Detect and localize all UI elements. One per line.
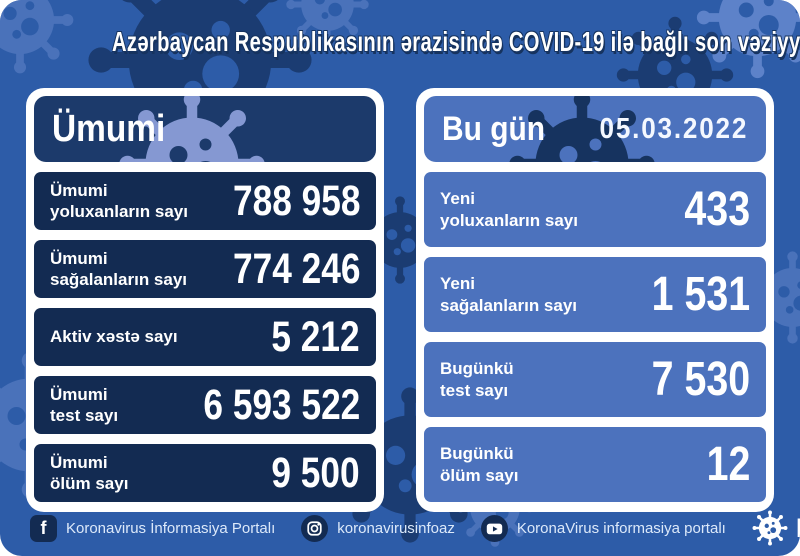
table-row-total-tests: Ümumi test sayı 6 593 522 (34, 376, 376, 434)
instagram-icon (301, 514, 329, 542)
row-label-line2: yoluxanların sayı (440, 210, 578, 230)
row-label-line2: test sayı (50, 406, 119, 425)
row-label-line2: ölüm sayı (440, 465, 519, 485)
facebook-label: Koronavirus İnformasiya Portalı (66, 519, 276, 537)
row-label-line1: Yeni (440, 274, 475, 294)
table-row-active-cases: Aktiv xəstə sayı 5 212 (34, 308, 376, 366)
row-label-line1: Bugünkü (440, 359, 514, 379)
logo-wordmark: KoronaVirus (796, 513, 800, 543)
today-panel: Bu gün 05.03.2022 Yeni yoluxanların sayı… (416, 88, 774, 512)
today-rows: Yeni yoluxanların sayı 433 Yeni sağalanl… (424, 172, 766, 502)
table-row-today-tests: Bugünkü test sayı 7 530 (424, 342, 766, 417)
facebook-link: f Koronavirus İnformasiya Portalı (30, 514, 276, 542)
row-label: Aktiv xəstə sayı (50, 326, 178, 347)
instagram-label: koronavirusinfoaz (337, 519, 455, 537)
table-row-today-deaths: Bugünkü ölüm sayı 12 (424, 427, 766, 502)
table-row-new-recovered: Yeni sağalanların sayı 1 531 (424, 257, 766, 332)
facebook-icon: f (30, 514, 57, 542)
youtube-label: KoronaVirus informasiya portalı (516, 519, 726, 537)
row-label-line2: yoluxanların sayı (50, 202, 188, 221)
row-label: Ümumi test sayı (50, 384, 118, 427)
report-date: 05.03.2022 (599, 112, 748, 145)
row-label: Bugünkü test sayı (440, 358, 514, 401)
row-value: 12 (706, 438, 750, 491)
page-title: Azərbaycan Respublikasının ərazisində CO… (112, 26, 800, 57)
row-label: Ümumi sağalanların sayı (50, 248, 187, 291)
row-label-line2: test sayı (440, 380, 509, 400)
row-value: 5 212 (271, 312, 360, 361)
today-panel-title: Bu gün (442, 109, 546, 148)
row-label: Yeni sağalanların sayı (440, 273, 577, 316)
row-value: 774 246 (232, 244, 360, 293)
row-value: 788 958 (232, 176, 360, 225)
footer: f Koronavirus İnformasiya Portalı korona… (0, 508, 800, 556)
totals-panel: Ümumi Ümumi yoluxanların sayı 788 958 Üm… (26, 88, 384, 512)
totals-rows: Ümumi yoluxanların sayı 788 958 Ümumi sa… (34, 172, 376, 502)
row-label-line1: Yeni (440, 189, 475, 209)
row-label: Ümumi yoluxanların sayı (50, 180, 188, 223)
today-panel-header: Bu gün 05.03.2022 (424, 96, 766, 162)
row-label-line2: ölüm sayı (50, 474, 129, 493)
row-label-line1: Ümumi (50, 180, 108, 200)
row-value: 433 (684, 183, 750, 236)
table-row-total-recovered: Ümumi sağalanların sayı 774 246 (34, 240, 376, 298)
row-value: 9 500 (271, 448, 360, 497)
instagram-link: koronavirusinfoaz (301, 514, 455, 542)
totals-panel-title: Ümumi (52, 107, 166, 150)
virus-icon (752, 510, 788, 546)
row-label-line1: Aktiv xəstə sayı (50, 327, 178, 347)
row-label-line2: sağalanların sayı (440, 295, 578, 315)
row-label-line1: Bugünkü (440, 444, 514, 464)
row-label-line1: Ümumi (50, 452, 108, 472)
table-row-total-deaths: Ümumi ölüm sayı 9 500 (34, 444, 376, 502)
row-value: 1 531 (651, 268, 750, 321)
row-label-line1: Ümumi (50, 248, 108, 268)
row-label: Bugünkü ölüm sayı (440, 443, 518, 486)
youtube-icon (480, 514, 508, 542)
row-label-line1: Ümumi (50, 384, 108, 404)
row-value: 6 593 522 (203, 380, 360, 429)
facebook-glyph: f (40, 518, 47, 538)
row-label: Yeni yoluxanların sayı (440, 188, 578, 231)
row-value: 7 530 (651, 353, 750, 406)
row-label-line2: sağalanların sayı (50, 270, 188, 289)
table-row-new-infections: Yeni yoluxanların sayı 433 (424, 172, 766, 247)
virus-decoration (0, 0, 75, 75)
table-row-total-infections: Ümumi yoluxanların sayı 788 958 (34, 172, 376, 230)
totals-panel-header: Ümumi (34, 96, 376, 162)
youtube-link: KoronaVirus informasiya portalı (480, 514, 726, 542)
row-label: Ümumi ölüm sayı (50, 452, 128, 495)
